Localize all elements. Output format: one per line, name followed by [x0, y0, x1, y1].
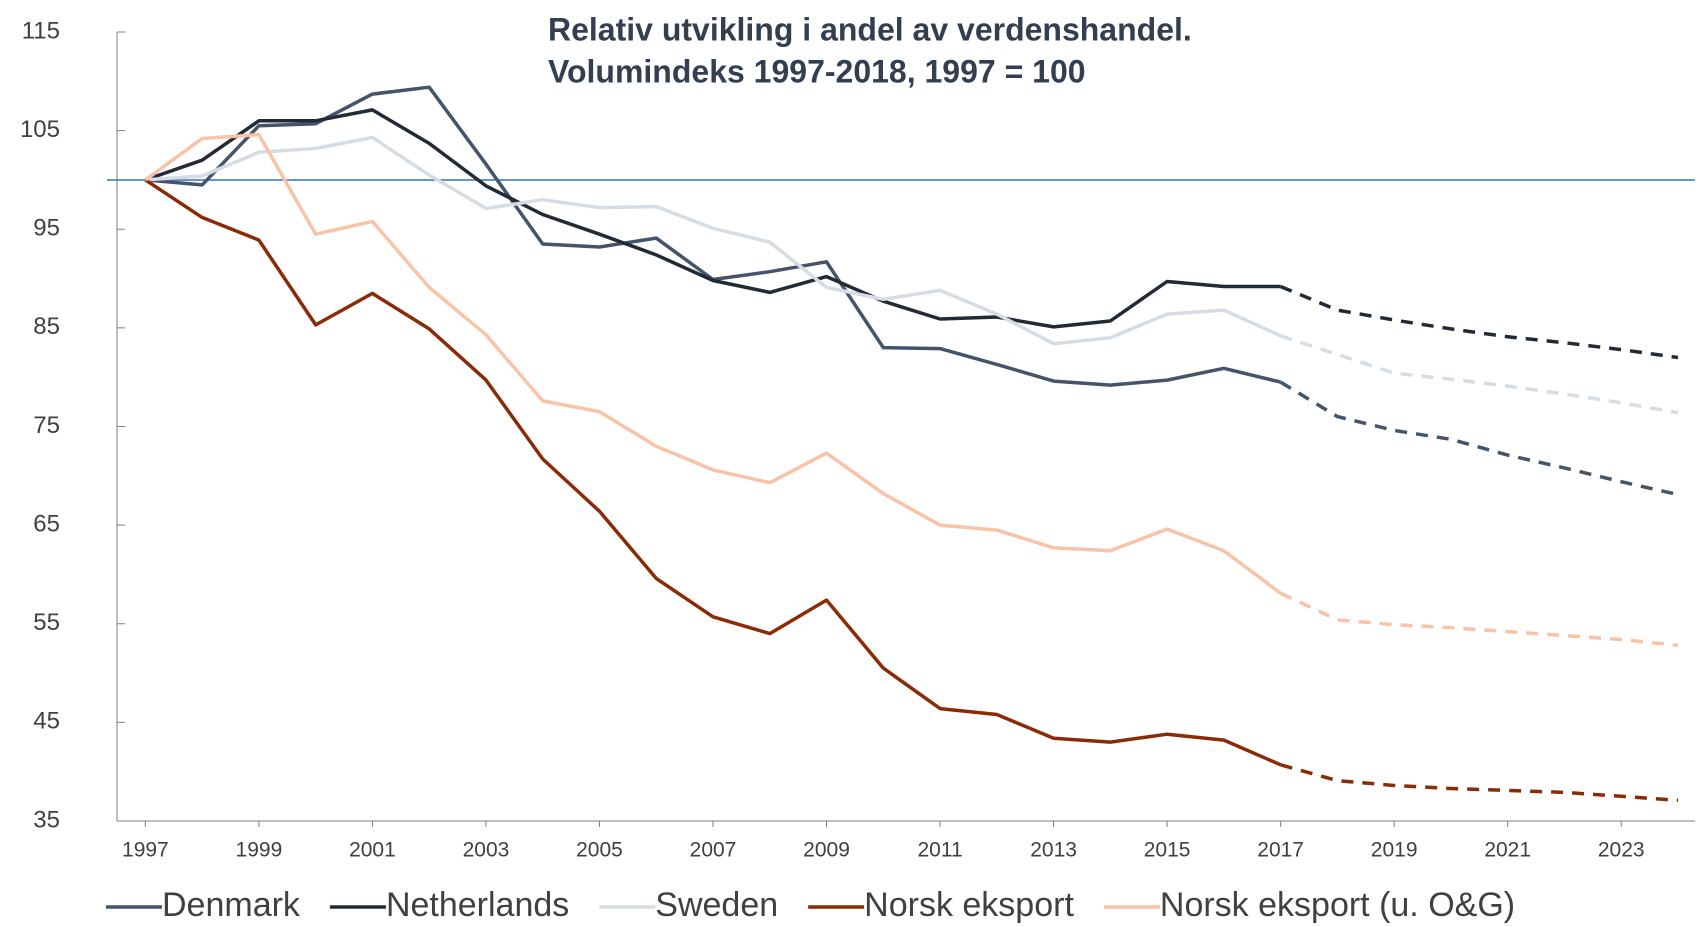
series-line	[144, 108, 1281, 329]
x-tick-label: 2001	[349, 839, 396, 862]
y-tick-label: 65	[33, 510, 60, 537]
y-tick-label: 45	[33, 708, 60, 735]
y-tick-label: 55	[33, 609, 60, 636]
x-tick-label: 1999	[236, 839, 283, 862]
forecast-line	[1279, 380, 1679, 497]
y-tick-label: 105	[20, 116, 60, 143]
forecast-line	[1280, 334, 1679, 415]
x-tick-label: 2005	[576, 839, 623, 862]
forecast-line	[1279, 591, 1679, 648]
x-tick-label: 2017	[1257, 839, 1304, 862]
y-tick-label: 85	[33, 313, 60, 340]
x-tick-label: 2021	[1484, 839, 1531, 862]
x-tick-label: 2003	[463, 839, 510, 862]
x-tick-label: 2013	[1030, 839, 1077, 862]
legend-label: Norsk eksport (u. O&G)	[1160, 886, 1515, 924]
forecast-line	[1279, 284, 1679, 360]
legend-label: Netherlands	[386, 886, 569, 924]
y-tick-label: 115	[22, 17, 60, 44]
x-tick-label: 1997	[122, 839, 169, 862]
y-tick-label: 95	[33, 215, 60, 242]
legend-label: Norsk eksport	[864, 886, 1074, 924]
x-tick-label: 2007	[690, 839, 737, 862]
chart-title: Relativ utvikling i andel av verdenshand…	[548, 11, 1192, 47]
series-line	[145, 85, 1282, 387]
x-tick-label: 2009	[803, 839, 850, 862]
x-tick-label: 2011	[917, 839, 962, 862]
forecast-line	[1280, 763, 1679, 803]
x-tick-label: 2023	[1598, 839, 1645, 862]
series-line	[145, 135, 1282, 346]
chart-subtitle: Volumindeks 1997-2018, 1997 = 100	[548, 53, 1086, 89]
series-line	[144, 132, 1282, 595]
y-tick-label: 35	[33, 806, 60, 833]
x-tick-label: 2019	[1371, 839, 1418, 862]
series-line	[144, 178, 1282, 767]
x-tick-label: 2015	[1144, 839, 1191, 862]
y-tick-label: 75	[33, 412, 60, 439]
legend-label: Denmark	[162, 886, 301, 924]
legend-label: Sweden	[655, 886, 778, 924]
